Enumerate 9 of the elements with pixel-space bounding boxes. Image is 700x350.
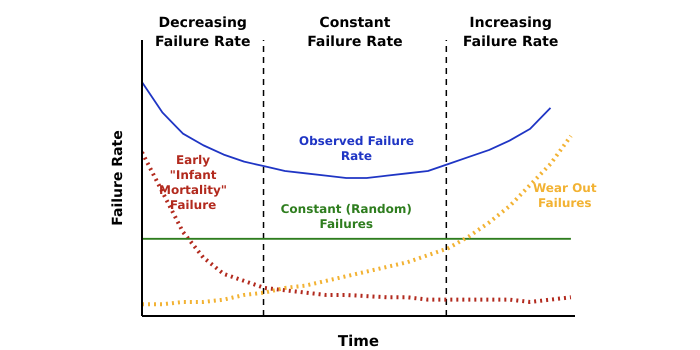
text: Constant Failure Rate — [306, 14, 404, 52]
series-label: Observed Failure Rate — [298, 134, 416, 164]
series-label: Constant (Random) Failures — [280, 202, 413, 232]
series-label: Early "Infant Mortality" Failure — [158, 152, 228, 213]
text: Increasing Failure Rate — [462, 14, 560, 52]
y-axis-title: Failure Rate — [110, 130, 126, 226]
text: Decreasing Failure Rate — [154, 14, 252, 52]
x-axis-title: Time — [338, 332, 380, 350]
series-label: Wear Out Failures — [532, 181, 598, 212]
